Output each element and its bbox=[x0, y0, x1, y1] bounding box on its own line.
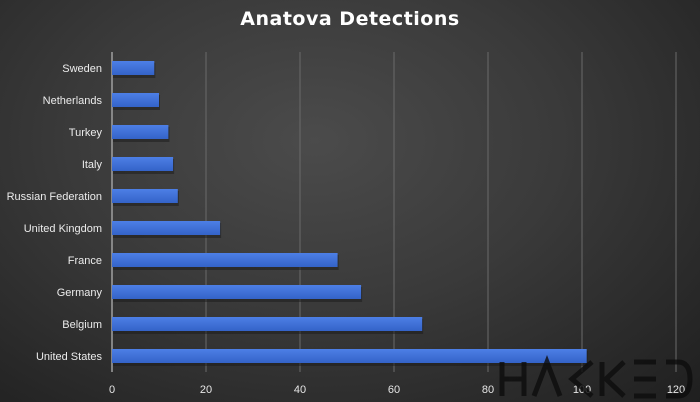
watermark-letter bbox=[568, 360, 594, 398]
bar-sweden bbox=[112, 61, 155, 75]
category-label: Netherlands bbox=[43, 95, 103, 107]
bar-united-kingdom bbox=[112, 221, 221, 235]
x-tick-label: 40 bbox=[294, 384, 306, 396]
category-label: Germany bbox=[57, 287, 103, 299]
watermark-letter bbox=[666, 359, 693, 399]
bar-italy bbox=[112, 157, 174, 171]
watermark-letter bbox=[634, 359, 656, 399]
bar-united-states bbox=[112, 349, 587, 363]
chart-title: Anatova Detections bbox=[240, 8, 460, 30]
x-tick-label: 0 bbox=[109, 384, 115, 396]
bar-russian-federation bbox=[112, 189, 178, 203]
category-label: Belgium bbox=[62, 319, 102, 331]
hacked-watermark-logo bbox=[499, 354, 693, 399]
watermark-letter bbox=[599, 360, 626, 398]
category-label: Turkey bbox=[69, 127, 103, 139]
watermark-letter bbox=[499, 362, 527, 396]
bar-france bbox=[112, 253, 338, 267]
bar-turkey bbox=[112, 125, 169, 139]
x-tick-label: 80 bbox=[482, 384, 494, 396]
x-tick-label: 60 bbox=[388, 384, 400, 396]
category-label: United Kingdom bbox=[24, 223, 102, 235]
category-label: Sweden bbox=[62, 63, 102, 75]
x-tick-label: 120 bbox=[667, 384, 685, 396]
bar-germany bbox=[112, 285, 362, 299]
category-label: Russian Federation bbox=[7, 191, 102, 203]
category-label: Italy bbox=[82, 159, 103, 171]
category-label: France bbox=[68, 255, 102, 267]
category-label: United States bbox=[36, 351, 103, 363]
bar-belgium bbox=[112, 317, 423, 331]
x-tick-label: 20 bbox=[200, 384, 212, 396]
watermark-letter bbox=[531, 354, 563, 397]
bar-netherlands bbox=[112, 93, 159, 107]
